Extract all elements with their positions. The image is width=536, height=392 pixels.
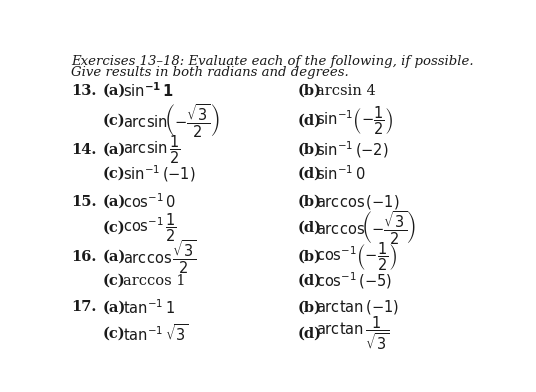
Text: $\mathrm{arccos}\,(-1)$: $\mathrm{arccos}\,(-1)$ <box>316 193 400 211</box>
Text: (b): (b) <box>297 250 322 264</box>
Text: Exercises 13–18: Evaluate each of the following, if possible.: Exercises 13–18: Evaluate each of the fo… <box>71 54 474 67</box>
Text: (b): (b) <box>297 143 322 157</box>
Text: $\sin^{-1}(-1)$: $\sin^{-1}(-1)$ <box>123 163 196 184</box>
Text: $\tan^{-1}\sqrt{3}$: $\tan^{-1}\sqrt{3}$ <box>123 323 189 344</box>
Text: $\mathrm{arccos}\!\left(-\dfrac{\sqrt{3}}{2}\right)$: $\mathrm{arccos}\!\left(-\dfrac{\sqrt{3}… <box>316 209 416 247</box>
Text: 15.: 15. <box>71 195 96 209</box>
Text: 16.: 16. <box>71 250 96 264</box>
Text: $\tan^{-1}1$: $\tan^{-1}1$ <box>123 298 175 317</box>
Text: (c): (c) <box>102 221 125 235</box>
Text: $\mathrm{arccos}\,\dfrac{\sqrt{3}}{2}$: $\mathrm{arccos}\,\dfrac{\sqrt{3}}{2}$ <box>123 238 197 276</box>
Text: 14.: 14. <box>71 143 96 157</box>
Text: (d): (d) <box>297 167 322 181</box>
Text: (a): (a) <box>102 250 125 264</box>
Text: $\cos^{-1}\dfrac{1}{2}$: $\cos^{-1}\dfrac{1}{2}$ <box>123 212 177 245</box>
Text: $\cos^{-1}\!\left(-\dfrac{1}{2}\right)$: $\cos^{-1}\!\left(-\dfrac{1}{2}\right)$ <box>316 241 397 273</box>
Text: $\cos^{-1}0$: $\cos^{-1}0$ <box>123 192 176 211</box>
Text: arccos 1: arccos 1 <box>123 274 185 288</box>
Text: (d): (d) <box>297 274 322 288</box>
Text: 17.: 17. <box>71 300 96 314</box>
Text: $\mathrm{arcsin}\,\dfrac{1}{2}$: $\mathrm{arcsin}\,\dfrac{1}{2}$ <box>123 133 181 166</box>
Text: 13.: 13. <box>71 84 96 98</box>
Text: (b): (b) <box>297 300 322 314</box>
Text: $\sin^{-1}\!\left(-\dfrac{1}{2}\right)$: $\sin^{-1}\!\left(-\dfrac{1}{2}\right)$ <box>316 105 393 137</box>
Text: (a): (a) <box>102 143 125 157</box>
Text: (c): (c) <box>102 167 125 181</box>
Text: (d): (d) <box>297 326 322 340</box>
Text: (b): (b) <box>297 195 322 209</box>
Text: $\mathbf{\sin^{-1}1}$: $\mathbf{\sin^{-1}1}$ <box>123 82 174 100</box>
Text: $\cos^{-1}(-5)$: $\cos^{-1}(-5)$ <box>316 270 392 291</box>
Text: $\sin^{-1}(-2)$: $\sin^{-1}(-2)$ <box>316 139 389 160</box>
Text: $\sin^{-1}0$: $\sin^{-1}0$ <box>316 165 366 183</box>
Text: Give results in both radians and degrees.: Give results in both radians and degrees… <box>71 66 349 79</box>
Text: (a): (a) <box>102 195 125 209</box>
Text: $\mathrm{arcsin}\!\left(-\dfrac{\sqrt{3}}{2}\right)$: $\mathrm{arcsin}\!\left(-\dfrac{\sqrt{3}… <box>123 102 220 140</box>
Text: (a): (a) <box>102 84 125 98</box>
Text: (a): (a) <box>102 300 125 314</box>
Text: $\mathrm{arctan}\,(-1)$: $\mathrm{arctan}\,(-1)$ <box>316 298 399 316</box>
Text: (c): (c) <box>102 274 125 288</box>
Text: $\mathrm{arctan}\,\dfrac{1}{\sqrt{3}}$: $\mathrm{arctan}\,\dfrac{1}{\sqrt{3}}$ <box>316 314 389 352</box>
Text: (d): (d) <box>297 221 322 235</box>
Text: arcsin 4: arcsin 4 <box>316 84 376 98</box>
Text: (b): (b) <box>297 84 322 98</box>
Text: (d): (d) <box>297 114 322 128</box>
Text: (c): (c) <box>102 114 125 128</box>
Text: (c): (c) <box>102 326 125 340</box>
